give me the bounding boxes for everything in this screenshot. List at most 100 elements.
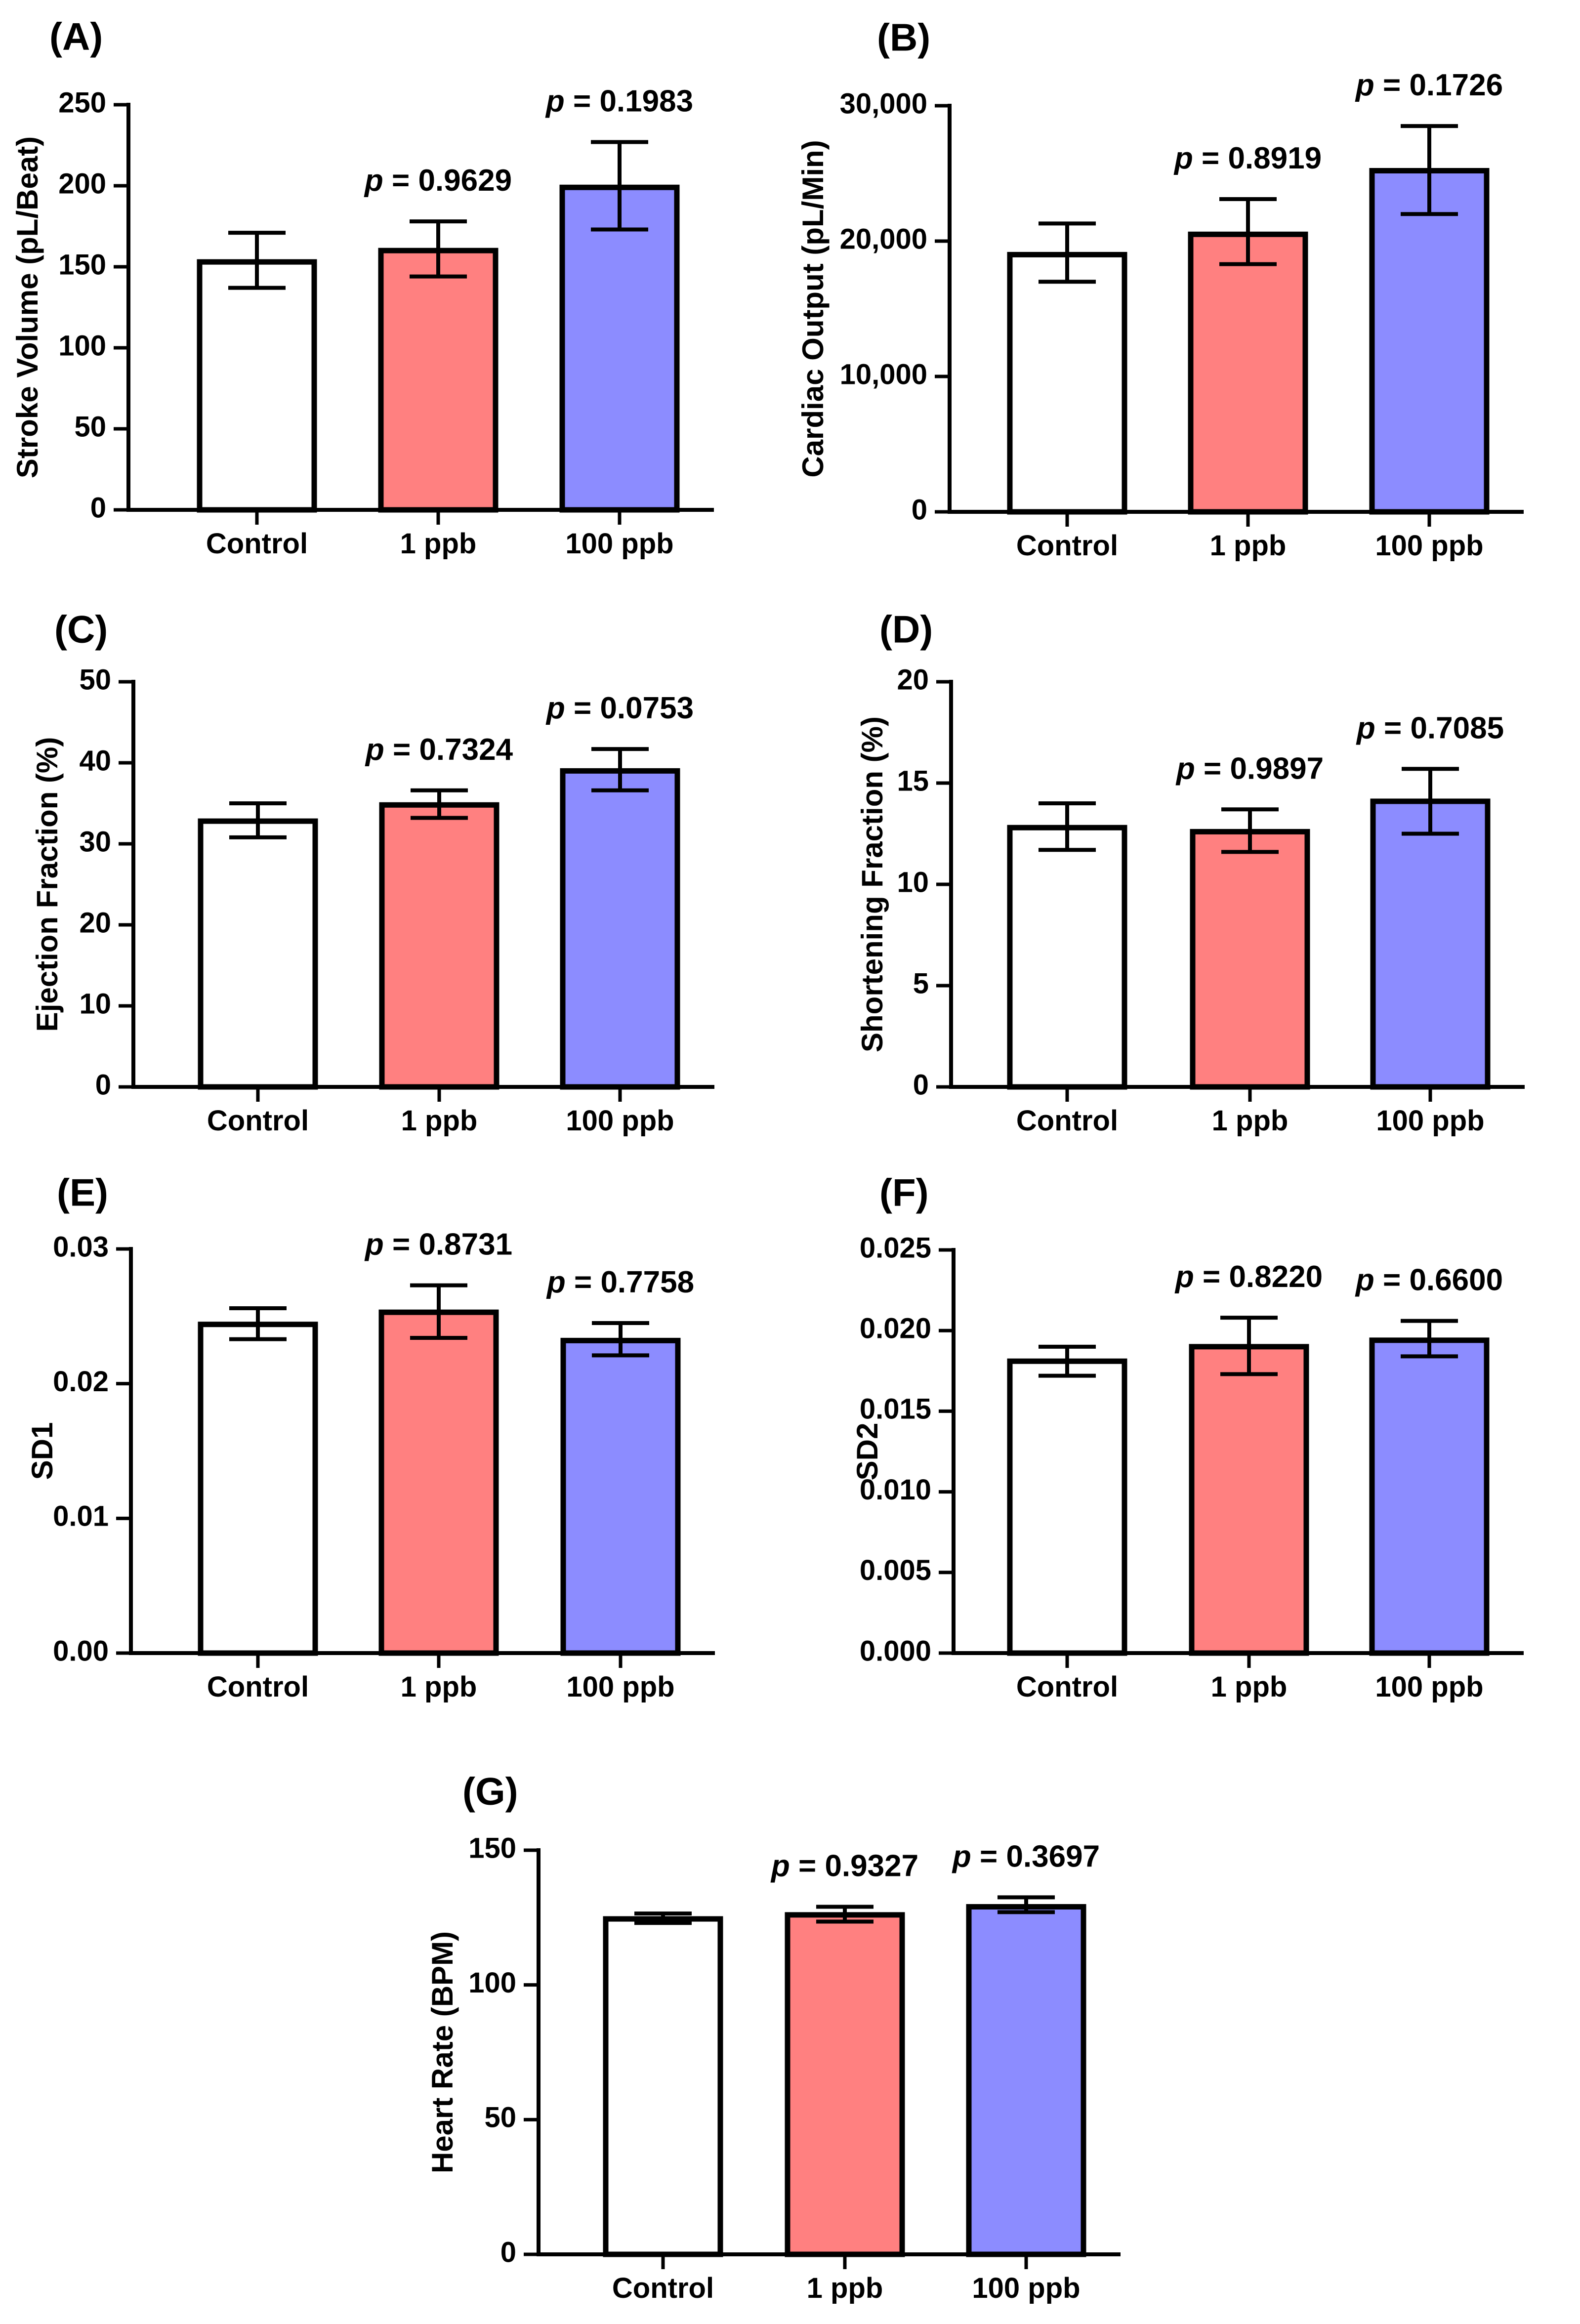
bar	[559, 184, 680, 513]
panel-label: (E)	[57, 1171, 108, 1214]
bar	[198, 1322, 318, 1656]
bar	[1370, 798, 1491, 1090]
category-label: Control	[1016, 1105, 1118, 1137]
y-tick-label: 30	[79, 826, 111, 858]
panel-label: (B)	[877, 16, 930, 59]
p-value-label: p = 0.7324	[365, 733, 513, 767]
chart-panel: (D) Control p = 0.9897 1 ppb p = 0.7085 100 p…	[856, 608, 1525, 1137]
p-value-label: p = 0.6600	[1355, 1263, 1503, 1297]
bar	[378, 1309, 499, 1656]
category-label: Control	[206, 528, 308, 560]
y-tick-label: 0	[500, 2236, 516, 2268]
chart-panel: (F) Control p = 0.8220 1 ppb p = 0.6600 100 p…	[851, 1171, 1524, 1703]
bar	[378, 248, 499, 513]
p-value-label: p = 0.8731	[364, 1228, 512, 1262]
bar	[379, 802, 499, 1090]
category-label: Control	[612, 2272, 714, 2304]
bar	[1369, 1337, 1490, 1656]
y-tick-label: 0.02	[53, 1366, 109, 1398]
y-tick-label: 0	[95, 1069, 111, 1101]
y-tick-label: 150	[468, 1832, 516, 1864]
panel-label: (F)	[879, 1171, 929, 1214]
bar	[1369, 168, 1490, 515]
category-label: Control	[207, 1671, 309, 1703]
p-value-label: p = 0.3697	[952, 1839, 1100, 1873]
y-tick-label: 0.025	[860, 1232, 931, 1264]
y-tick-label: 0.01	[53, 1500, 109, 1533]
category-label: 100 ppb	[566, 1105, 674, 1137]
category-label: 100 ppb	[565, 528, 673, 560]
category-label: 1 ppb	[401, 1105, 478, 1137]
y-tick-label: 200	[58, 167, 106, 200]
bar	[1188, 231, 1308, 515]
bar	[198, 818, 318, 1090]
y-tick-label: 10	[897, 866, 929, 898]
y-tick-label: 50	[79, 664, 111, 696]
y-tick-label: 10,000	[840, 358, 927, 390]
category-label: 100 ppb	[1375, 1671, 1483, 1703]
y-tick-label: 20	[897, 664, 929, 696]
panel-label: (C)	[54, 608, 108, 651]
p-value-label: p = 0.1983	[545, 84, 693, 118]
y-tick-label: 150	[58, 249, 106, 281]
category-label: 100 ppb	[566, 1671, 674, 1703]
y-tick-label: 0.005	[860, 1554, 931, 1586]
bar	[1007, 1358, 1127, 1656]
p-value-label: p = 0.9897	[1175, 751, 1324, 786]
y-tick-label: 250	[58, 86, 106, 119]
panel-label: (A)	[49, 15, 103, 58]
y-axis-title: SD1	[26, 1422, 59, 1480]
bar	[1190, 829, 1310, 1090]
bar	[1189, 1344, 1309, 1656]
y-tick-label: 100	[58, 330, 106, 362]
y-tick-label: 0.020	[860, 1313, 931, 1345]
y-tick-label: 5	[913, 967, 929, 999]
panel-label: (G)	[462, 1770, 518, 1813]
category-label: 1 ppb	[1211, 1671, 1288, 1703]
category-label: Control	[1016, 1671, 1118, 1703]
bar	[785, 1912, 905, 2257]
y-axis-title: Heart Rate (BPM)	[426, 1931, 459, 2173]
y-tick-label: 10	[79, 988, 111, 1020]
bar	[1007, 825, 1127, 1090]
category-label: 100 ppb	[1376, 1105, 1484, 1137]
y-tick-label: 100	[468, 1967, 516, 1999]
y-tick-label: 0	[913, 1069, 929, 1101]
bar	[966, 1904, 1086, 2257]
y-tick-label: 40	[79, 745, 111, 777]
panel-label: (D)	[879, 608, 933, 651]
y-axis-title: Stroke Volume (pL/Beat)	[11, 136, 44, 478]
y-tick-label: 50	[74, 411, 106, 443]
category-label: 1 ppb	[807, 2272, 883, 2304]
y-tick-label: 0.000	[860, 1635, 931, 1667]
p-value-label: p = 0.0753	[545, 691, 694, 725]
bar	[603, 1916, 723, 2257]
category-label: Control	[207, 1105, 309, 1137]
y-tick-label: 20	[79, 907, 111, 939]
category-label: Control	[1016, 530, 1118, 562]
p-value-label: p = 0.1726	[1355, 68, 1503, 102]
y-tick-label: 20,000	[840, 223, 927, 255]
p-value-label: p = 0.7758	[546, 1265, 694, 1299]
y-tick-label: 0	[912, 494, 927, 526]
y-tick-label: 0	[90, 492, 106, 524]
category-label: 1 ppb	[400, 528, 477, 560]
y-axis-title: Ejection Fraction (%)	[31, 737, 64, 1032]
bar	[1007, 251, 1127, 515]
bar	[560, 1337, 681, 1656]
p-value-label: p = 0.7085	[1356, 711, 1504, 745]
p-value-label: p = 0.8919	[1173, 141, 1322, 175]
y-tick-label: 0.00	[53, 1635, 109, 1667]
p-value-label: p = 0.9327	[770, 1849, 918, 1883]
chart-panel: (C) Control p = 0.7324 1 ppb p = 0.0753 100 p…	[31, 608, 714, 1137]
p-value-label: p = 0.8220	[1174, 1260, 1323, 1294]
category-label: 1 ppb	[1212, 1105, 1289, 1137]
category-label: 100 ppb	[1375, 530, 1483, 562]
category-label: 100 ppb	[972, 2272, 1080, 2304]
y-tick-label: 0.015	[860, 1393, 931, 1425]
bar	[197, 259, 317, 513]
category-label: 1 ppb	[1210, 530, 1287, 562]
chart-panel: (B) Control p = 0.8919 1 ppb p = 0.1726 100 p…	[796, 16, 1524, 562]
y-tick-label: 15	[897, 765, 929, 797]
